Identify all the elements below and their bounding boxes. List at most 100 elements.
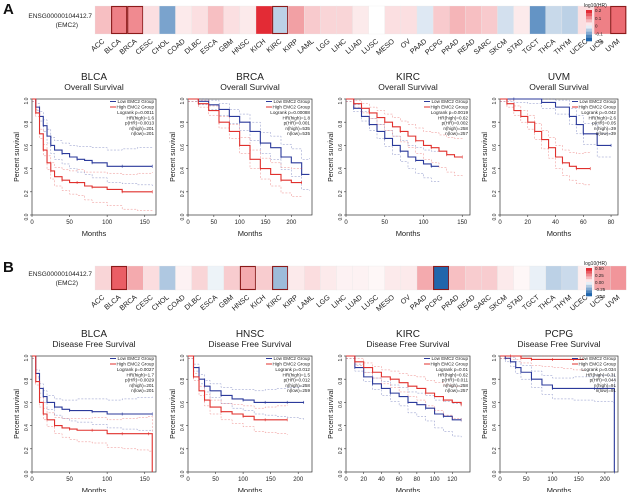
heatmap-legend-swatch: [586, 28, 592, 32]
stat-text: Logrank p=0.034: [581, 367, 616, 372]
heatmap-cell-esca: [207, 5, 224, 35]
heatmap-cell-blca: [110, 265, 128, 291]
y-tick-label: 1.0: [180, 354, 186, 361]
heatmap-label-laml: LAML: [295, 293, 315, 312]
y-tick-label: 0.0: [338, 213, 344, 220]
stat-text: p(HR)=0.05: [592, 121, 616, 126]
heatmap-b: ENSG00000104412.7(EMC2)ACCBLCABRCACESCCH…: [28, 261, 627, 313]
heatmap-cell-lusc: [368, 265, 385, 291]
heatmap-cell-paad: [416, 5, 434, 35]
x-tick-label: 100: [102, 477, 113, 483]
heatmap-cell-luad: [352, 5, 369, 35]
stat-text: HR(high)=1.8: [283, 115, 311, 120]
heatmap-legend-tick: -0.25: [595, 287, 606, 292]
heatmap-legend-swatch: [586, 284, 592, 288]
stat-text: p(HR)=0.044: [590, 378, 617, 383]
plot-subtitle: Overall Survival: [378, 82, 438, 92]
legend-entry: High EMC2 Group: [116, 362, 154, 367]
heatmap-legend-title: log10(HR): [584, 3, 607, 9]
heatmap-cell-dlbc: [191, 5, 208, 35]
heatmap-legend-swatch: [586, 282, 592, 286]
heatmap-cell-blca: [110, 5, 128, 35]
stat-text: p(HR)=0.011: [442, 378, 469, 383]
y-tick-label: 0.0: [24, 470, 30, 477]
heatmap-label-dlbc: DLBC: [182, 293, 202, 312]
x-tick-label: 80: [414, 477, 421, 483]
y-tick-label: 0.6: [24, 401, 30, 408]
legend-entry: Low EMC2 Group: [431, 356, 468, 361]
stat-text: n(low)=257: [445, 131, 468, 136]
heatmap-cell-stad: [513, 265, 530, 291]
x-tick-label: 150: [140, 220, 151, 226]
heatmap-gene-id: ENSG00000104412.7: [28, 13, 92, 20]
stat-text: Logrank p=0.012: [275, 367, 310, 372]
x-tick-label: 20: [360, 477, 367, 483]
legend-entry: Low EMC2 Group: [431, 99, 468, 104]
x-tick-label: 100: [102, 220, 113, 226]
x-tick-label: 50: [210, 220, 217, 226]
heatmap-cell-laml: [304, 265, 321, 291]
heatmap-legend-swatch: [586, 279, 592, 283]
x-tick-label: 0: [344, 477, 348, 483]
plot-subtitle: Disease Free Survival: [52, 339, 135, 349]
y-axis-label: Percent survival: [14, 389, 21, 439]
x-tick-label: 200: [600, 477, 611, 483]
stat-text: n(low)=39: [596, 131, 617, 136]
y-axis-label: Percent survival: [170, 389, 177, 439]
heatmap-label-meso: MESO: [374, 36, 396, 57]
series-line-low: [346, 98, 439, 167]
heatmap-legend-swatch: [586, 270, 592, 274]
heatmap-cell-tgct: [529, 5, 546, 35]
y-axis-label: Percent survival: [482, 132, 489, 182]
heatmap-cell-esca: [207, 265, 224, 291]
heatmap-label-tgct: TGCT: [520, 36, 541, 56]
x-tick-label: 0: [498, 477, 502, 483]
heatmap-legend-swatch: [586, 273, 592, 277]
series-ci-upper-high: [500, 98, 591, 154]
heatmap-cell-brca: [127, 265, 144, 291]
plot-subtitle: Disease Free Survival: [366, 339, 449, 349]
y-tick-label: 1.0: [492, 97, 498, 104]
plot-frame: [345, 98, 471, 216]
heatmap-label-hnsc: HNSC: [230, 293, 251, 313]
x-tick-label: 40: [552, 220, 559, 226]
heatmap-label-kich: KICH: [248, 293, 267, 311]
heatmap-cell-gbm: [223, 5, 241, 35]
heatmap-cell-brca: [127, 5, 144, 35]
series-ci-lower-low: [500, 358, 615, 472]
heatmap-cell-meso: [384, 265, 402, 291]
heatmap-legend-swatch: [586, 287, 592, 291]
plot-title: BLCA: [81, 72, 107, 83]
stat-text: Logrank p=0.00088: [270, 110, 310, 115]
heatmap-label-uvm: UVM: [604, 37, 622, 54]
series-ci-lower-low: [346, 101, 440, 183]
heatmap-cell-acc: [94, 5, 112, 35]
heatmap-legend-swatch: [586, 276, 592, 280]
heatmap-cell-cesc: [143, 265, 160, 291]
series-line-high: [32, 98, 153, 193]
series-line-high: [500, 98, 591, 170]
x-tick-label: 150: [140, 477, 151, 483]
series-ci-upper-low: [32, 98, 153, 151]
x-tick-label: 50: [523, 477, 530, 483]
stat-text: n(low)=259: [287, 388, 310, 393]
x-tick-label: 0: [498, 220, 502, 226]
y-axis-label: Percent survival: [14, 132, 21, 182]
stat-text: Logrank p=0.01: [436, 367, 469, 372]
y-tick-label: 0.8: [180, 121, 186, 128]
heatmap-gene-symbol: (EMC2): [56, 280, 78, 287]
heatmap-legend-tick: 0.2: [595, 8, 602, 13]
x-tick-label: 100: [430, 477, 441, 483]
plot-frame: [499, 355, 619, 473]
series-ci-lower-high: [188, 358, 288, 435]
series-line-high: [188, 98, 302, 184]
heatmap-label-kich: KICH: [248, 37, 267, 55]
heatmap-highlight-hnsc: [239, 265, 257, 291]
heatmap-cell-thym: [561, 5, 579, 35]
heatmap-label-lgg: LGG: [314, 36, 332, 53]
series-ci-upper-low: [188, 355, 304, 392]
y-tick-label: 0.4: [24, 424, 30, 431]
heatmap-label-kirc: KIRC: [264, 293, 283, 311]
series-line-low: [346, 355, 462, 421]
